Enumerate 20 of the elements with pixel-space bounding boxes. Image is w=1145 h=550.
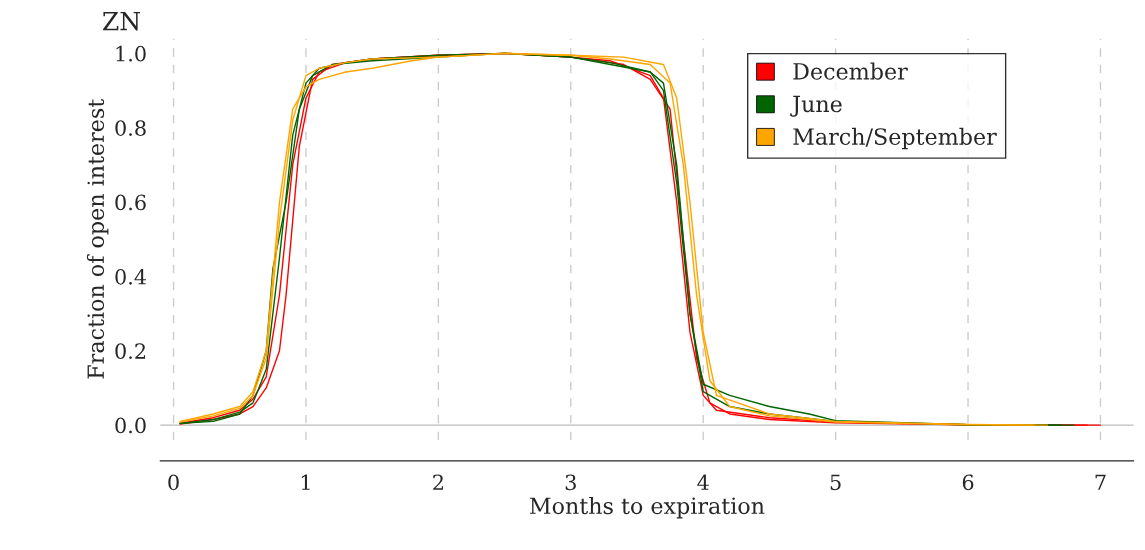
x-tick-label: 2	[433, 474, 443, 490]
y-tick-label: 0.6	[115, 194, 146, 211]
x-tick-label: 5	[830, 474, 841, 491]
x-axis-title: Months to expiration	[529, 496, 765, 519]
y-tick-label: 0.8	[115, 120, 146, 136]
x-tick-label: 0	[168, 474, 179, 491]
chart-title: ZN	[103, 11, 141, 31]
y-tick-label: 0.2	[115, 343, 146, 359]
legend-label: March/September	[793, 127, 997, 150]
y-axis-title: Fraction of open interest	[86, 98, 109, 379]
x-tick-label: 3	[565, 474, 576, 491]
x-tick-label: 1	[301, 474, 310, 490]
y-tick-label: 1.0	[116, 45, 146, 62]
x-tick-label: 7	[1095, 474, 1106, 490]
legend-label: June	[790, 95, 842, 117]
y-tick-label: 0.4	[115, 268, 147, 285]
legend-label: December	[793, 62, 908, 80]
x-tick-label: 6	[962, 474, 974, 491]
y-tick-label: 0.0	[115, 417, 146, 434]
x-tick-label: 4	[697, 474, 709, 490]
